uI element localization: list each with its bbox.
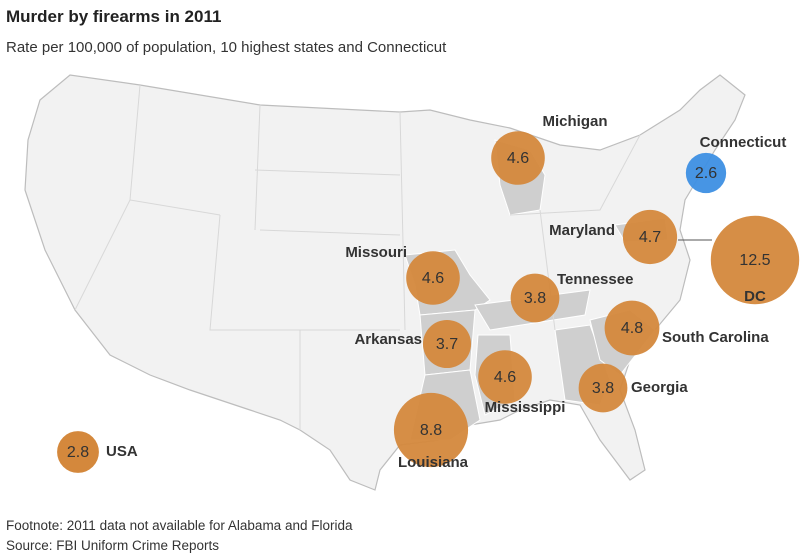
state-label: Maryland xyxy=(549,222,615,239)
bubble-value: 12.5 xyxy=(739,252,770,269)
us-map xyxy=(24,74,746,491)
bubble-value: 3.8 xyxy=(592,380,614,397)
reference-bubble xyxy=(57,431,99,473)
bubble xyxy=(510,273,560,323)
bubble xyxy=(491,131,545,185)
bubble xyxy=(710,215,800,305)
title: Murder by firearms in 2011 xyxy=(6,7,221,26)
bubble-value: 4.8 xyxy=(621,320,643,337)
state-label: Tennessee xyxy=(557,271,633,288)
bubbles: 4.6 Michigan 2.6 Connecticut 4.7 Maryland 12.5… xyxy=(57,113,800,473)
state-label: Missouri xyxy=(345,244,407,261)
state-label: Georgia xyxy=(631,379,688,396)
state-lines xyxy=(74,84,641,430)
source: Source: FBI Uniform Crime Reports xyxy=(6,538,219,553)
reference-label: USA xyxy=(106,443,138,460)
bubble-value: 4.6 xyxy=(494,369,516,386)
reference-value: 2.8 xyxy=(67,444,89,461)
bubble xyxy=(422,319,472,369)
bubble-value: 8.8 xyxy=(420,422,442,439)
state-label: Arkansas xyxy=(354,331,422,348)
state-label: Connecticut xyxy=(700,134,787,151)
bubble-value: 4.6 xyxy=(422,270,444,287)
footnote: Footnote: 2011 data not available for Al… xyxy=(6,518,353,533)
us-outline xyxy=(24,74,746,491)
bubble xyxy=(685,152,727,194)
state-label: Michigan xyxy=(542,113,607,130)
bubble xyxy=(604,300,660,356)
bubble-value: 3.7 xyxy=(436,336,458,353)
bubble xyxy=(622,209,678,265)
state-label: South Carolina xyxy=(662,329,769,346)
bubble xyxy=(578,363,628,413)
bubble xyxy=(406,251,460,305)
state-label: Louisiana xyxy=(398,454,469,471)
bubble xyxy=(393,392,469,468)
bubble xyxy=(478,350,532,404)
bubble-value: 4.7 xyxy=(639,229,661,246)
bubble-value: 3.8 xyxy=(524,290,546,307)
state-label: DC xyxy=(744,288,766,305)
bubble-value: 2.6 xyxy=(695,165,717,182)
subtitle: Rate per 100,000 of population, 10 highe… xyxy=(6,39,447,56)
state-label: Mississippi xyxy=(485,399,566,416)
bubble-value: 4.6 xyxy=(507,150,529,167)
